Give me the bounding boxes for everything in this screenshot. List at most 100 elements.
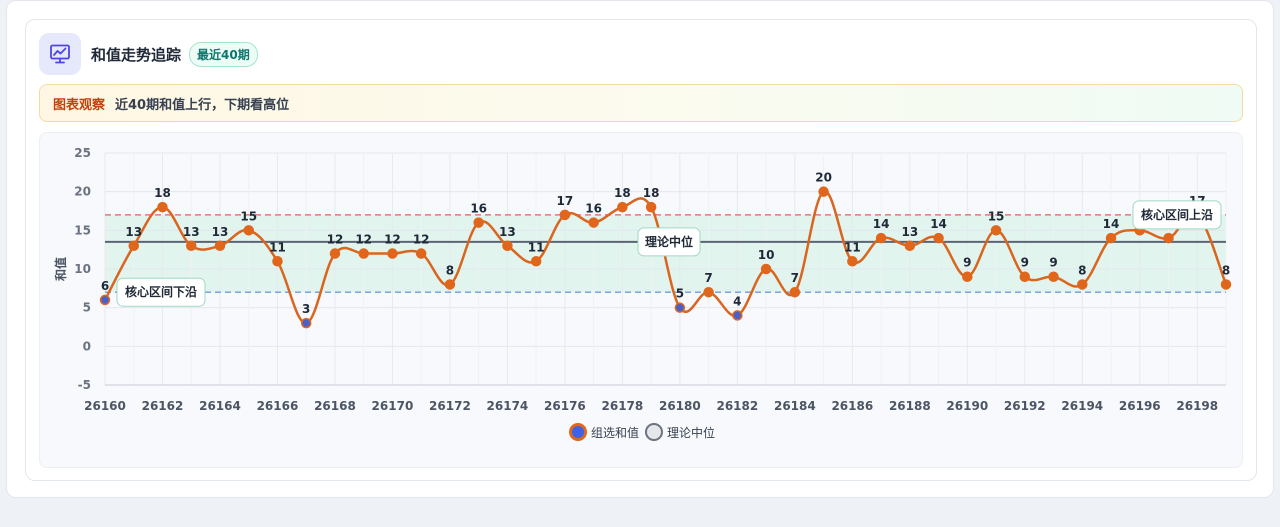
data-label: 9 (1021, 256, 1029, 270)
data-label: 12 (355, 233, 372, 247)
data-point (358, 248, 369, 259)
data-point (904, 240, 916, 252)
data-label: 17 (557, 194, 574, 208)
data-label: 16 (585, 202, 602, 216)
data-point (444, 279, 456, 290)
x-tick-label: 26180 (659, 399, 701, 413)
data-label: 18 (614, 186, 631, 200)
data-label: 8 (446, 263, 454, 277)
x-tick-label: 26194 (1061, 399, 1103, 413)
insight-banner: 图表观察 近40期和值上行，下期看高位 (39, 84, 1243, 122)
x-tick-label: 26172 (429, 399, 471, 413)
data-label: 18 (643, 186, 660, 200)
x-tick-label: 26178 (602, 399, 644, 413)
y-tick-label: 0 (83, 339, 91, 353)
series-line-sum (103, 190, 1228, 325)
data-point (502, 240, 513, 252)
x-tick-label: 26164 (199, 399, 241, 413)
x-tick-label: 26190 (946, 399, 988, 413)
page-frame: 和值走势追踪 最近40期 图表观察 近40期和值上行，下期看高位 -5 0 5 10 1… (6, 0, 1274, 498)
x-tick-label: 26162 (142, 399, 184, 413)
trend-card: 和值走势追踪 最近40期 图表观察 近40期和值上行，下期看高位 -5 0 5 10 1… (25, 19, 1257, 481)
x-tick-label: 26196 (1119, 399, 1161, 413)
y-axis-label: 和值 (53, 257, 68, 282)
data-label: 13 (183, 225, 200, 239)
y-tick-label: 15 (74, 223, 91, 237)
data-label: 12 (384, 233, 401, 247)
legend-swatch-sum (568, 423, 587, 441)
data-label: 4 (733, 294, 741, 308)
card-title: 和值走势追踪 (91, 45, 182, 64)
data-point (157, 201, 168, 213)
data-point (272, 256, 283, 267)
data-label: 9 (1049, 256, 1057, 270)
period-badge: 最近40期 (189, 41, 258, 67)
data-label: 13 (125, 225, 142, 239)
x-tick-label: 26176 (544, 399, 586, 413)
tag-core-upper-box (1132, 200, 1222, 230)
data-label: 9 (963, 256, 971, 270)
data-point (789, 286, 801, 298)
x-tick-label: 26168 (314, 399, 356, 413)
data-label: 5 (676, 287, 684, 301)
chart-legend: 组选和值 理论中位 (40, 423, 1244, 441)
tag-core-upper: 核心区间上沿 (1141, 207, 1213, 222)
data-label: 14 (930, 217, 947, 231)
data-point (329, 248, 341, 259)
card-header: 和值走势追踪 最近40期 (39, 32, 258, 76)
x-tick-label: 26184 (774, 399, 816, 413)
data-point (300, 317, 312, 329)
data-label: 11 (844, 240, 861, 254)
x-tick-label: 26174 (487, 399, 529, 413)
legend-item-sum[interactable]: 组选和值 (568, 423, 639, 441)
insight-label: 图表观察 (53, 97, 106, 113)
data-point (674, 302, 686, 313)
data-label: 12 (413, 233, 430, 247)
data-point (760, 263, 772, 275)
data-point (1163, 232, 1174, 244)
chart-panel: -5 0 5 10 15 20 25 26160 26162 26164 26166 26168 261… (39, 132, 1243, 468)
legend-item-median[interactable]: 理论中位 (645, 423, 715, 441)
x-tick-label: 26188 (889, 399, 931, 413)
data-point (473, 217, 484, 228)
data-label: 14 (1103, 217, 1120, 231)
y-tick-label: 25 (74, 146, 91, 160)
x-tick-label: 26166 (257, 399, 299, 413)
data-label: 8 (1222, 263, 1230, 277)
y-tick-label: 20 (74, 185, 91, 199)
y-tick-label: 10 (74, 262, 91, 276)
tag-core-lower: 核心区间下沿 (125, 284, 197, 299)
legend-label-sum: 组选和值 (590, 425, 639, 440)
data-point (875, 232, 887, 244)
data-point (559, 209, 571, 221)
y-tick-label: -5 (78, 378, 91, 392)
x-tick-label: 26182 (716, 399, 758, 413)
data-point (185, 240, 197, 252)
data-label: 13 (901, 225, 918, 239)
data-point (962, 271, 973, 282)
data-label: 13 (499, 225, 516, 239)
data-label: 15 (988, 209, 1005, 223)
data-point (243, 225, 254, 236)
data-label: 12 (327, 233, 344, 247)
tag-core-lower-box (116, 277, 206, 307)
chart-line-icon (39, 33, 81, 75)
data-point (214, 240, 226, 252)
legend-label-median: 理论中位 (667, 425, 716, 440)
data-point (1220, 279, 1232, 290)
data-label: 14 (873, 217, 890, 231)
data-point (530, 256, 542, 267)
data-label: 7 (704, 271, 712, 285)
data-label: 13 (212, 225, 229, 239)
data-label: 16 (470, 202, 487, 216)
data-label: 20 (815, 171, 832, 185)
data-label: 6 (101, 279, 109, 293)
sum-trend-chart: -5 0 5 10 15 20 25 26160 26162 26164 26166 26168 261… (53, 146, 1232, 413)
data-point (1105, 232, 1117, 244)
data-point (99, 294, 111, 306)
tag-median-box (637, 227, 701, 257)
y-tick-label: 5 (83, 301, 91, 315)
data-label: 18 (154, 186, 171, 200)
x-tick-label: 26186 (831, 399, 873, 413)
x-tick-label: 26192 (1004, 399, 1046, 413)
